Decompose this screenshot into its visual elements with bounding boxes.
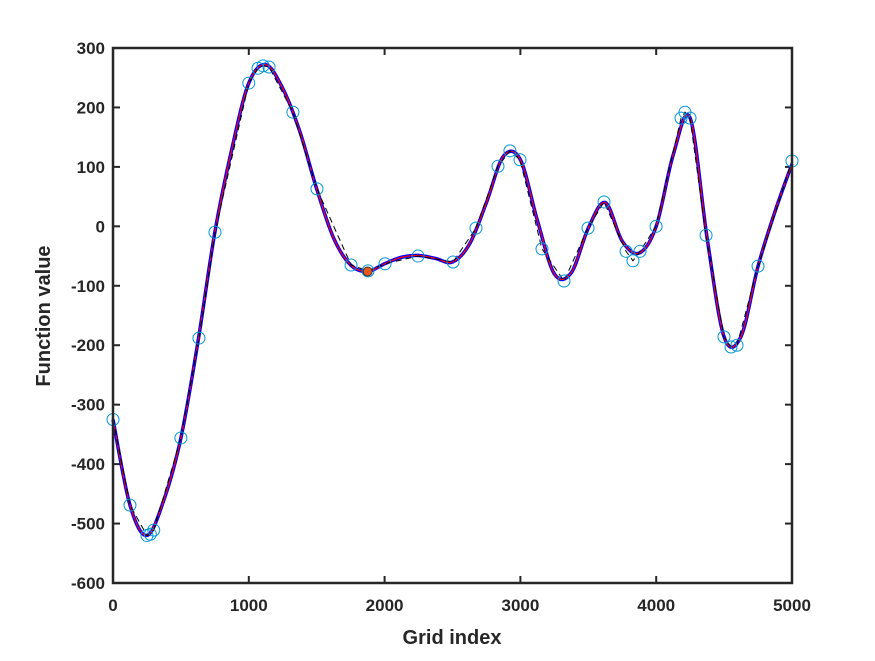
- axes-box: [111, 46, 794, 585]
- sample-point: [649, 219, 663, 233]
- sample-point: [361, 264, 375, 278]
- sample-point: [717, 330, 731, 344]
- sample-point: [699, 228, 713, 242]
- sample-point: [491, 159, 505, 173]
- x-tick-label: 5000: [773, 596, 811, 615]
- sample-point: [310, 182, 324, 196]
- x-tick-label: 2000: [366, 596, 404, 615]
- sample-point: [242, 76, 256, 90]
- sample-point: [503, 144, 517, 158]
- x-axis-label: Grid index: [403, 627, 502, 649]
- sample-point: [469, 221, 483, 235]
- y-tick-label: 100: [77, 158, 105, 177]
- plot-area: [113, 48, 792, 583]
- y-tick-label: 300: [77, 39, 105, 58]
- y-tick-label: -600: [71, 574, 105, 593]
- sample-point: [535, 242, 549, 256]
- sample-point: [724, 340, 738, 354]
- sample-point: [683, 111, 697, 125]
- sample-point: [208, 225, 222, 239]
- x-tick-label: 3000: [501, 596, 539, 615]
- y-tick-label: 200: [77, 98, 105, 117]
- sample-point: [730, 338, 744, 352]
- sample-point: [147, 523, 161, 537]
- sample-point: [286, 105, 300, 119]
- sample-point: [123, 498, 137, 512]
- sample-point: [174, 431, 188, 445]
- sample-point: [597, 195, 611, 209]
- y-tick-label: -100: [71, 277, 105, 296]
- sample-point: [446, 255, 460, 269]
- dashed-line: [112, 65, 793, 537]
- x-tick-label: 4000: [637, 596, 675, 615]
- y-tick-label: -500: [71, 515, 105, 534]
- y-tick-label: -300: [71, 396, 105, 415]
- sample-point: [411, 249, 425, 263]
- sample-point: [143, 527, 157, 541]
- sample-point: [619, 244, 633, 258]
- y-axis-label: Function value: [33, 245, 55, 386]
- sample-point: [378, 257, 392, 271]
- sample-point: [557, 274, 571, 288]
- highlight-point: [362, 266, 373, 277]
- y-tick-label: -200: [71, 336, 105, 355]
- sample-point: [513, 153, 527, 167]
- y-tick-label: -400: [71, 455, 105, 474]
- sample-point: [751, 259, 765, 273]
- sample-point: [344, 258, 358, 272]
- sample-point: [581, 221, 595, 235]
- y-tick-label: 0: [96, 217, 105, 236]
- sample-point: [262, 60, 276, 74]
- x-tick-label: 1000: [230, 596, 268, 615]
- sample-point: [192, 331, 206, 345]
- sample-point: [633, 244, 647, 258]
- sample-point: [626, 254, 640, 268]
- x-tick-label: 0: [108, 596, 117, 615]
- curve: [112, 64, 793, 537]
- sample-point: [256, 59, 270, 73]
